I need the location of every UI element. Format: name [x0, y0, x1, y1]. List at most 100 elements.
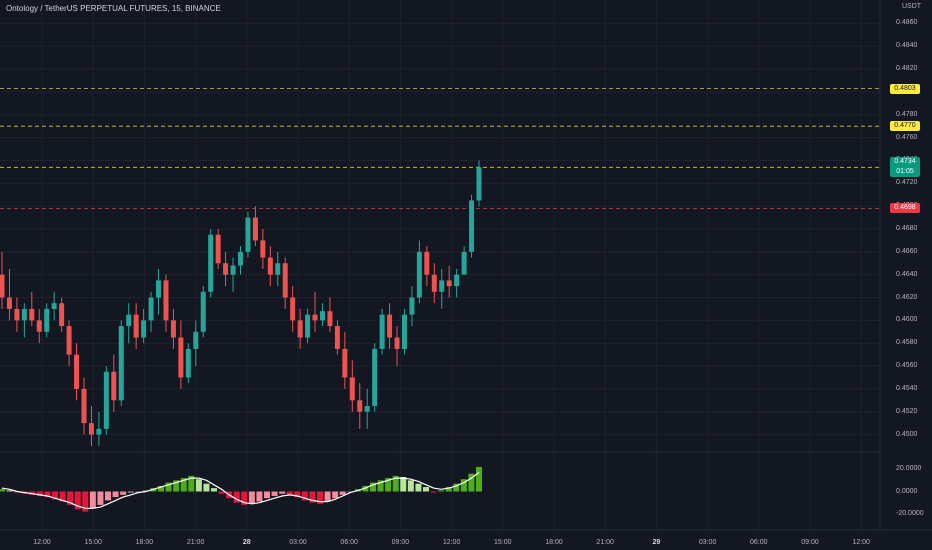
histogram-bar: [105, 491, 111, 501]
candle: [21, 303, 27, 338]
candle: [156, 268, 162, 315]
oscillator-signal-line: [1, 472, 480, 509]
histogram-bar: [460, 479, 467, 492]
time-tick-label: 18:00: [135, 539, 154, 546]
time-tick-label: 12:00: [33, 539, 51, 546]
candle-body: [260, 240, 266, 258]
candle-body: [118, 326, 124, 401]
candle: [44, 303, 50, 338]
candle: [208, 229, 214, 298]
candle: [252, 206, 258, 247]
candle-body: [170, 320, 176, 338]
time-tick-label: 09:00: [801, 539, 819, 546]
histogram-bar: [324, 491, 331, 502]
histogram-bar: [165, 482, 172, 492]
candlestick-series: [0, 160, 482, 446]
candle-body: [81, 388, 87, 424]
candle-body: [126, 314, 132, 327]
histogram-bar: [248, 491, 255, 504]
candle-body: [223, 263, 229, 275]
candle: [387, 303, 393, 349]
candle-body: [51, 303, 57, 309]
candle: [96, 411, 102, 446]
candle-body: [387, 314, 393, 338]
time-tick-label: 21:00: [186, 539, 205, 546]
candle-body: [21, 308, 27, 321]
candle-body: [394, 337, 400, 349]
time-tick-label: 28: [242, 539, 251, 546]
candle: [215, 229, 221, 269]
candle-body: [0, 274, 5, 298]
time-tick-label: 12:00: [852, 539, 870, 546]
candle-body: [111, 371, 117, 401]
candle-body: [469, 200, 475, 252]
candle-body: [305, 314, 311, 338]
price-tick-label: 0.4760: [896, 133, 918, 141]
candle-body: [88, 423, 94, 435]
candle: [118, 320, 124, 407]
candle: [364, 388, 370, 429]
histogram-bar: [158, 485, 164, 492]
histogram-bar: [423, 487, 429, 492]
price-tick-label: 0.4720: [896, 179, 918, 187]
candle-body: [185, 348, 191, 378]
histogram-bar: [317, 491, 323, 504]
level-badge: 0.4803: [890, 83, 920, 94]
histogram-bar: [241, 491, 248, 505]
oscillator-tick-label: 0.0000: [896, 487, 918, 495]
candle: [245, 211, 251, 258]
candle-body: [334, 326, 340, 349]
candle-body: [238, 251, 243, 266]
candle-body: [193, 331, 199, 349]
time-tick-label: 18:00: [545, 539, 563, 546]
current-price-badge: 0.4734 01:05: [890, 157, 920, 177]
price-tick-label: 0.4540: [896, 384, 918, 392]
level-badge: 0.4698: [890, 203, 920, 214]
price-tick-label: 0.4580: [896, 339, 918, 347]
histogram-bar: [301, 491, 308, 501]
time-tick-label: 29: [652, 539, 661, 546]
candle-body: [252, 217, 258, 241]
candle-body: [163, 280, 169, 321]
histogram-bar: [173, 480, 180, 492]
candle-body: [401, 314, 407, 349]
candle: [51, 291, 57, 321]
candle: [74, 343, 80, 401]
price-tick-label: 0.4860: [896, 19, 918, 27]
price-tick-label: 0.4840: [896, 42, 918, 50]
price-tick-label: 0.4620: [896, 293, 918, 301]
candle: [88, 406, 94, 446]
candle: [305, 308, 311, 344]
candle-body: [416, 251, 422, 298]
candle-body: [409, 297, 415, 315]
candle: [230, 257, 236, 292]
candle-body: [156, 280, 162, 298]
histogram-bar: [67, 491, 74, 505]
candle: [357, 383, 363, 429]
symbol-title[interactable]: Ontology / TetherUS PERPETUAL FUTURES, 1…: [6, 4, 221, 13]
candle-body: [476, 167, 482, 201]
candle: [111, 354, 117, 412]
histogram-bar: [6, 490, 13, 492]
horizontal-levels[interactable]: [0, 88, 880, 209]
candle: [409, 286, 415, 327]
candle: [29, 291, 35, 327]
candle-body: [148, 297, 154, 321]
oscillator-histogram: [0, 466, 482, 512]
histogram-bar: [233, 491, 240, 503]
candle-body: [364, 406, 370, 412]
time-tick-label: 21:00: [596, 539, 614, 546]
candle-body: [208, 234, 214, 292]
histogram-bar: [59, 491, 66, 502]
candle: [282, 257, 288, 309]
candle: [394, 326, 400, 367]
candle-body: [431, 274, 437, 292]
histogram-bar: [445, 487, 452, 492]
histogram-bar: [407, 480, 414, 492]
candle-body: [66, 326, 72, 355]
histogram-bar: [74, 491, 81, 510]
candle: [260, 229, 266, 269]
candle: [238, 246, 243, 275]
histogram-bar: [468, 473, 475, 492]
